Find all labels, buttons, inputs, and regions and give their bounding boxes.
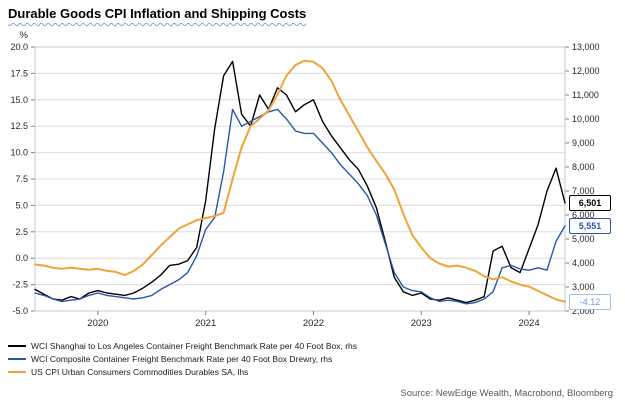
series-end-value-label: -4.12: [569, 293, 611, 310]
series-end-value-label: 6,501: [569, 194, 611, 211]
svg-text:12,000: 12,000: [572, 66, 600, 76]
legend-item-wci-composite: WCI Composite Container Freight Benchmar…: [8, 354, 357, 364]
svg-text:10.0: 10.0: [10, 148, 28, 158]
svg-text:17.5: 17.5: [10, 68, 28, 78]
blue-line-swatch-icon: [8, 358, 26, 360]
series-end-value-label: 5,551: [569, 217, 611, 234]
svg-text:5.0: 5.0: [15, 200, 28, 210]
svg-text:2020: 2020: [87, 318, 108, 329]
legend-item-shanghai-la: WCI Shanghai to Los Angeles Container Fr…: [8, 341, 357, 351]
svg-text:10,000: 10,000: [572, 114, 600, 124]
svg-text:13,000: 13,000: [572, 42, 600, 52]
legend-label: WCI Shanghai to Los Angeles Container Fr…: [31, 341, 358, 351]
svg-text:2024: 2024: [518, 318, 539, 329]
svg-text:15.0: 15.0: [10, 95, 28, 105]
legend: WCI Shanghai to Los Angeles Container Fr…: [8, 341, 357, 377]
svg-text:2021: 2021: [195, 318, 216, 329]
svg-text:3,000: 3,000: [572, 282, 595, 292]
svg-text:2,000: 2,000: [572, 306, 595, 316]
svg-text:8,000: 8,000: [572, 162, 595, 172]
svg-text:11,000: 11,000: [572, 90, 599, 100]
legend-item-cpi-durables: US CPI Urban Consumers Commodities Durab…: [8, 367, 357, 377]
svg-text:-2.5: -2.5: [12, 280, 28, 290]
source-note: Source: NewEdge Wealth, Macrobond, Bloom…: [400, 388, 613, 399]
svg-text:2022: 2022: [303, 318, 324, 329]
svg-text:0.0: 0.0: [15, 253, 28, 263]
legend-label: WCI Composite Container Freight Benchmar…: [31, 354, 333, 364]
svg-text:7,000: 7,000: [572, 186, 595, 196]
svg-text:7.5: 7.5: [15, 174, 28, 184]
svg-text:20.0: 20.0: [10, 42, 28, 52]
orange-line-swatch-icon: [8, 371, 26, 373]
svg-text:12.5: 12.5: [10, 121, 28, 131]
svg-text:5,000: 5,000: [572, 234, 595, 244]
svg-text:6,000: 6,000: [572, 210, 595, 220]
svg-text:2.5: 2.5: [15, 227, 28, 237]
svg-text:-5.0: -5.0: [12, 306, 28, 316]
svg-text:4,000: 4,000: [572, 258, 595, 268]
svg-text:%: %: [20, 30, 29, 41]
chart-title: Durable Goods CPI Inflation and Shipping…: [8, 6, 307, 21]
svg-text:2023: 2023: [411, 318, 432, 329]
legend-label: US CPI Urban Consumers Commodities Durab…: [31, 367, 249, 377]
svg-text:9,000: 9,000: [572, 138, 595, 148]
black-line-swatch-icon: [8, 345, 26, 347]
